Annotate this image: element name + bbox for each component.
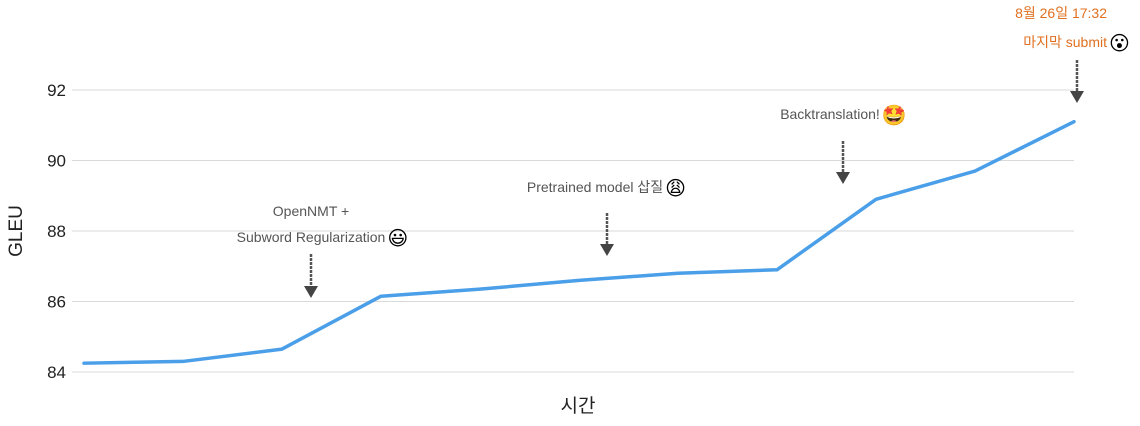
star-struck-face-icon: 🤩: [882, 104, 907, 127]
annotations: OpenNMT + Subword Regularization 😃 Pretrain…: [237, 5, 1130, 298]
arrow-head-icon: [600, 244, 614, 256]
annotation-text: Backtranslation!: [780, 106, 880, 122]
annotation-text: Subword Regularization: [237, 229, 386, 245]
y-axis-label: GLEU: [6, 205, 27, 257]
annotation-text: OpenNMT +: [273, 203, 349, 219]
annotation-text: Pretrained model 삽질: [527, 179, 663, 195]
grid-lines: [72, 89, 1074, 373]
y-tick-label: 88: [47, 222, 66, 241]
arrow-head-icon: [304, 286, 318, 298]
grinning-face-icon: 😃: [387, 228, 408, 250]
annotation: OpenNMT + Subword Regularization 😃: [237, 203, 408, 298]
series-line-group: [82, 119, 1076, 365]
y-tick-label: 84: [47, 363, 66, 382]
annotation: 8월 26일 17:32 마지막 submit 😮: [1015, 5, 1130, 103]
y-tick-labels: 84 86 88 90 92: [47, 81, 66, 382]
arrow-head-icon: [1070, 91, 1084, 103]
y-tick-label: 90: [47, 152, 66, 171]
annotation: Backtranslation! 🤩: [780, 104, 907, 184]
annotation-text: 8월 26일 17:32: [1015, 5, 1107, 21]
y-tick-label: 92: [47, 81, 66, 100]
weary-face-icon: 😩: [665, 178, 686, 200]
y-tick-label: 86: [47, 293, 66, 312]
annotation: Pretrained model 삽질 😩: [527, 178, 686, 256]
arrow-head-icon: [836, 172, 850, 184]
surprised-face-icon: 😮: [1109, 33, 1130, 55]
series-line: [82, 119, 1076, 365]
annotation-text: 마지막 submit: [1023, 34, 1107, 50]
x-axis-label: 시간: [561, 395, 596, 417]
